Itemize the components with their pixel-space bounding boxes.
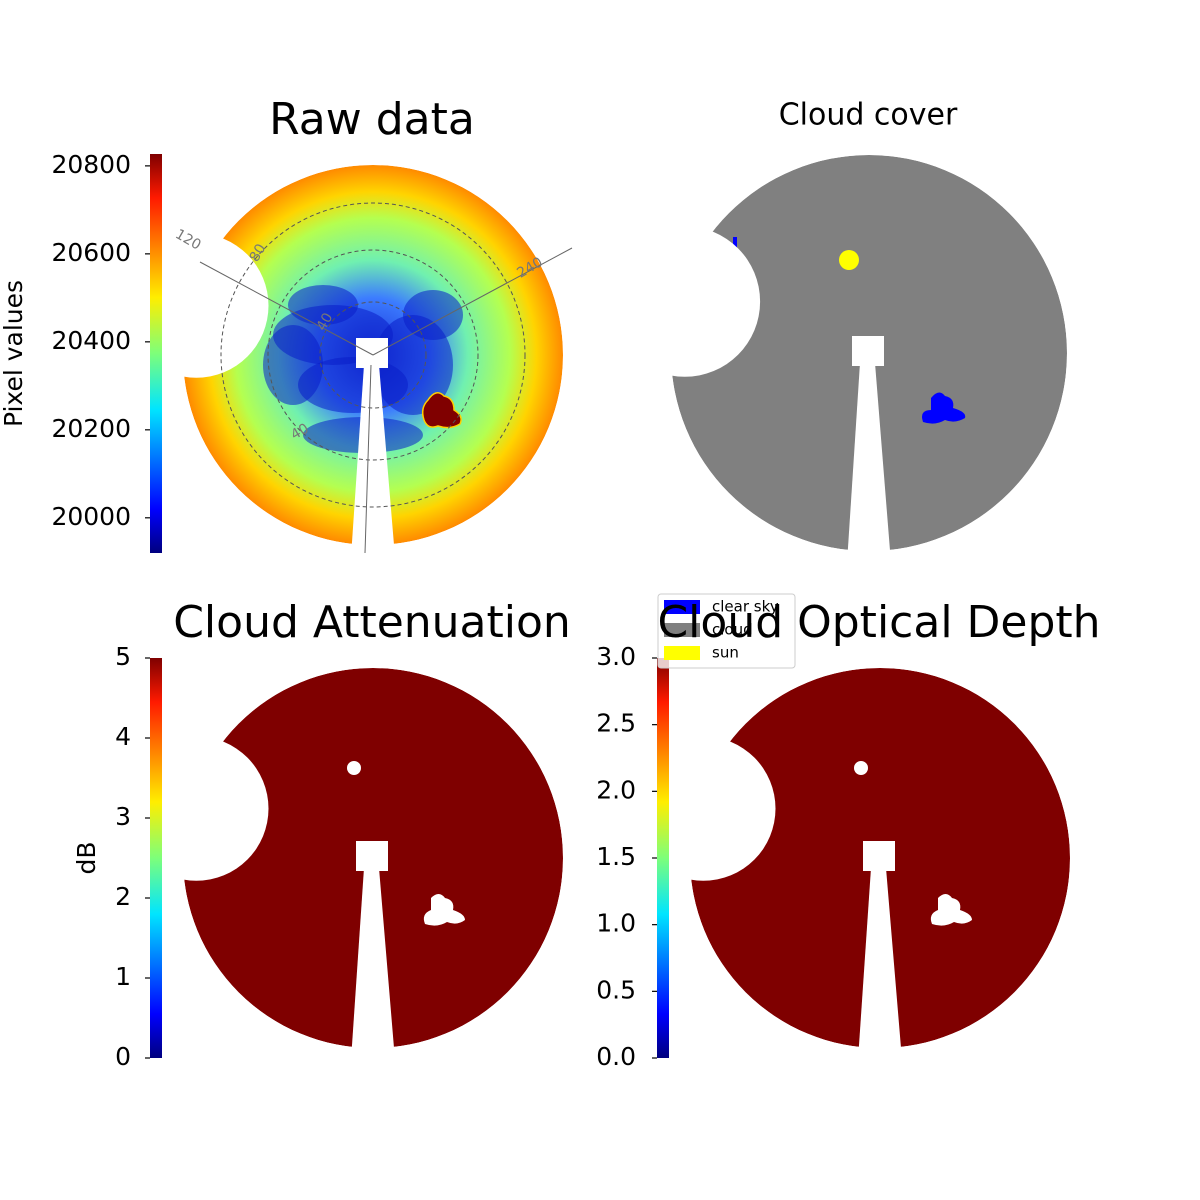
clear-edge bbox=[733, 237, 737, 277]
colorbar-tick-label: 5 bbox=[115, 642, 131, 671]
sky-image bbox=[183, 668, 563, 1048]
clear-patch bbox=[922, 392, 966, 424]
legend-label: sun bbox=[712, 644, 739, 662]
colorbar-tick-label: 1.5 bbox=[596, 842, 636, 871]
polar-spoke bbox=[372, 247, 573, 356]
legend: clear sky cloud sun bbox=[657, 593, 796, 669]
colorbar-tick-label: 20200 bbox=[51, 414, 131, 443]
colorbar-tick-label: 3.0 bbox=[596, 642, 636, 671]
sky-image bbox=[671, 155, 1067, 551]
images bbox=[145, 154, 1070, 1059]
raw-blob bbox=[263, 325, 323, 405]
sky-image bbox=[690, 668, 1070, 1048]
colorbar-tick-label: 0 bbox=[115, 1042, 131, 1071]
colorbar-tick-label: 20800 bbox=[51, 150, 131, 179]
colorbar-tick-label: 0.0 bbox=[596, 1042, 636, 1071]
legend-label: clear sky bbox=[712, 598, 779, 616]
colorbar-tick-label: 20600 bbox=[51, 238, 131, 267]
texts: 1202408040402000020200204002060020800Pix… bbox=[0, 94, 1101, 1071]
clear-patch bbox=[423, 894, 465, 926]
colorbar-tick-label: 2 bbox=[115, 882, 131, 911]
clear-patch bbox=[930, 894, 972, 926]
colorbar-label: Pixel values bbox=[0, 280, 28, 427]
polar-label: 40 bbox=[314, 310, 337, 333]
polar-grid bbox=[267, 249, 479, 461]
panel-title: Cloud Attenuation bbox=[173, 597, 571, 648]
legend-swatch bbox=[664, 623, 700, 637]
sky-fill bbox=[690, 668, 1070, 1048]
colorbar-tick-label: 1 bbox=[115, 962, 131, 991]
sun-disk bbox=[839, 250, 859, 270]
panel-title: Cloud cover bbox=[779, 98, 958, 133]
legend-label: cloud bbox=[712, 621, 753, 639]
colorbar-tick-label: 1.0 bbox=[596, 909, 636, 938]
legend-swatch bbox=[664, 600, 700, 614]
colorbar bbox=[150, 658, 162, 1058]
colorbar-tick-label: 20400 bbox=[51, 326, 131, 355]
legend-swatch bbox=[664, 646, 700, 660]
polar-spoke bbox=[199, 261, 374, 356]
sun-hole bbox=[347, 761, 361, 775]
colorbar-tick-label: 0.5 bbox=[596, 975, 636, 1004]
polar-grid bbox=[220, 202, 526, 508]
sun-hole bbox=[854, 761, 868, 775]
panel-title: Cloud Optical Depth bbox=[657, 597, 1100, 648]
raw-sun-blob bbox=[421, 392, 462, 429]
colorbar-tick-label: 2.0 bbox=[596, 775, 636, 804]
cloud-fill bbox=[671, 155, 1067, 551]
polar-label: 120 bbox=[172, 226, 203, 253]
colorbar bbox=[657, 658, 669, 1058]
sky-fill bbox=[183, 668, 563, 1048]
colorbar-tick-label: 20000 bbox=[51, 502, 131, 531]
panel-title: Raw data bbox=[269, 94, 475, 145]
raw-blob bbox=[288, 285, 358, 325]
polar-spoke bbox=[364, 364, 372, 554]
polar-label: 40 bbox=[288, 421, 311, 444]
colorbar-tick-label: 2.5 bbox=[596, 709, 636, 738]
polar-label: 80 bbox=[247, 241, 270, 264]
colorbar-label: dB bbox=[72, 841, 101, 874]
colorbar-tick-label: 4 bbox=[115, 722, 131, 751]
raw-blob bbox=[303, 417, 423, 453]
raw-blob bbox=[403, 290, 463, 340]
colorbar bbox=[150, 154, 162, 553]
polar-grid bbox=[319, 301, 427, 409]
colorbar-tick-label: 3 bbox=[115, 802, 131, 831]
